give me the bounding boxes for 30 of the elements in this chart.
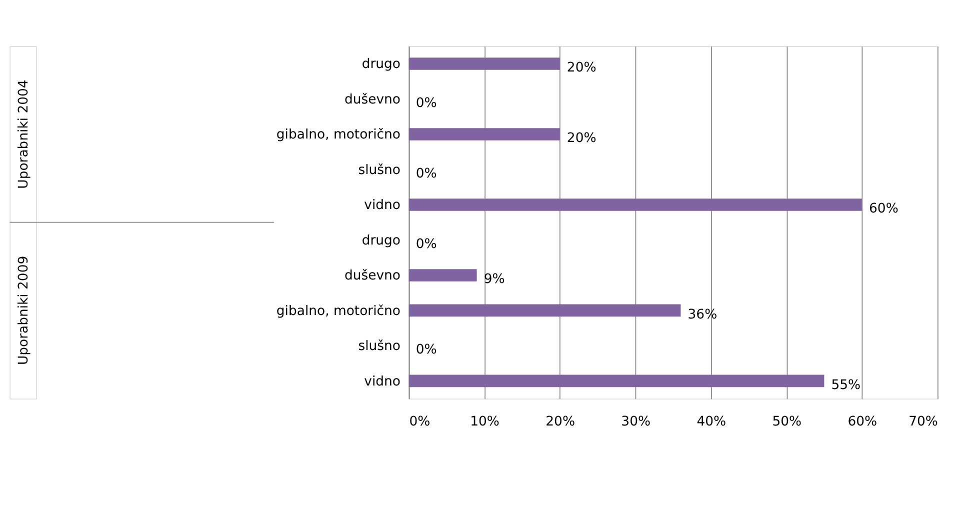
x-tick-label: 20% — [546, 414, 575, 430]
y-tick-label: vidno — [364, 198, 400, 214]
x-tick-label: 50% — [772, 414, 802, 430]
y-tick-label: drugo — [362, 233, 400, 248]
y-tick-label: gibalno, motorično — [276, 304, 400, 319]
y-tick-label: vidno — [364, 374, 400, 390]
data-label: 60% — [869, 202, 898, 217]
data-label: 0% — [416, 96, 437, 111]
x-tick-label: 30% — [621, 414, 651, 430]
y-tick-label: duševno — [344, 92, 400, 108]
data-label: 0% — [416, 342, 437, 358]
data-label: 36% — [688, 307, 718, 322]
y-tick-label: duševno — [344, 268, 400, 284]
x-tick-label: 40% — [696, 414, 726, 430]
text: Uporabniki 2004 — [16, 80, 32, 189]
data-label: 9% — [484, 272, 505, 288]
y-tick-label: drugo — [362, 57, 400, 72]
data-label: 55% — [831, 378, 861, 393]
text: Uporabniki 2009 — [16, 256, 32, 366]
data-label: 20% — [566, 131, 596, 146]
x-tick-label: 60% — [848, 414, 878, 430]
data-label: 0% — [416, 236, 437, 252]
x-tick-label: 70% — [908, 414, 938, 430]
x-tick-label: 0% — [409, 414, 430, 430]
y-tick-label: slušno — [358, 162, 400, 178]
y-tick-label: slušno — [358, 339, 400, 354]
data-label: 20% — [566, 60, 596, 76]
x-tick-label: 10% — [470, 414, 500, 430]
data-label: 0% — [416, 166, 437, 182]
y-tick-label: gibalno, motorično — [276, 128, 400, 143]
